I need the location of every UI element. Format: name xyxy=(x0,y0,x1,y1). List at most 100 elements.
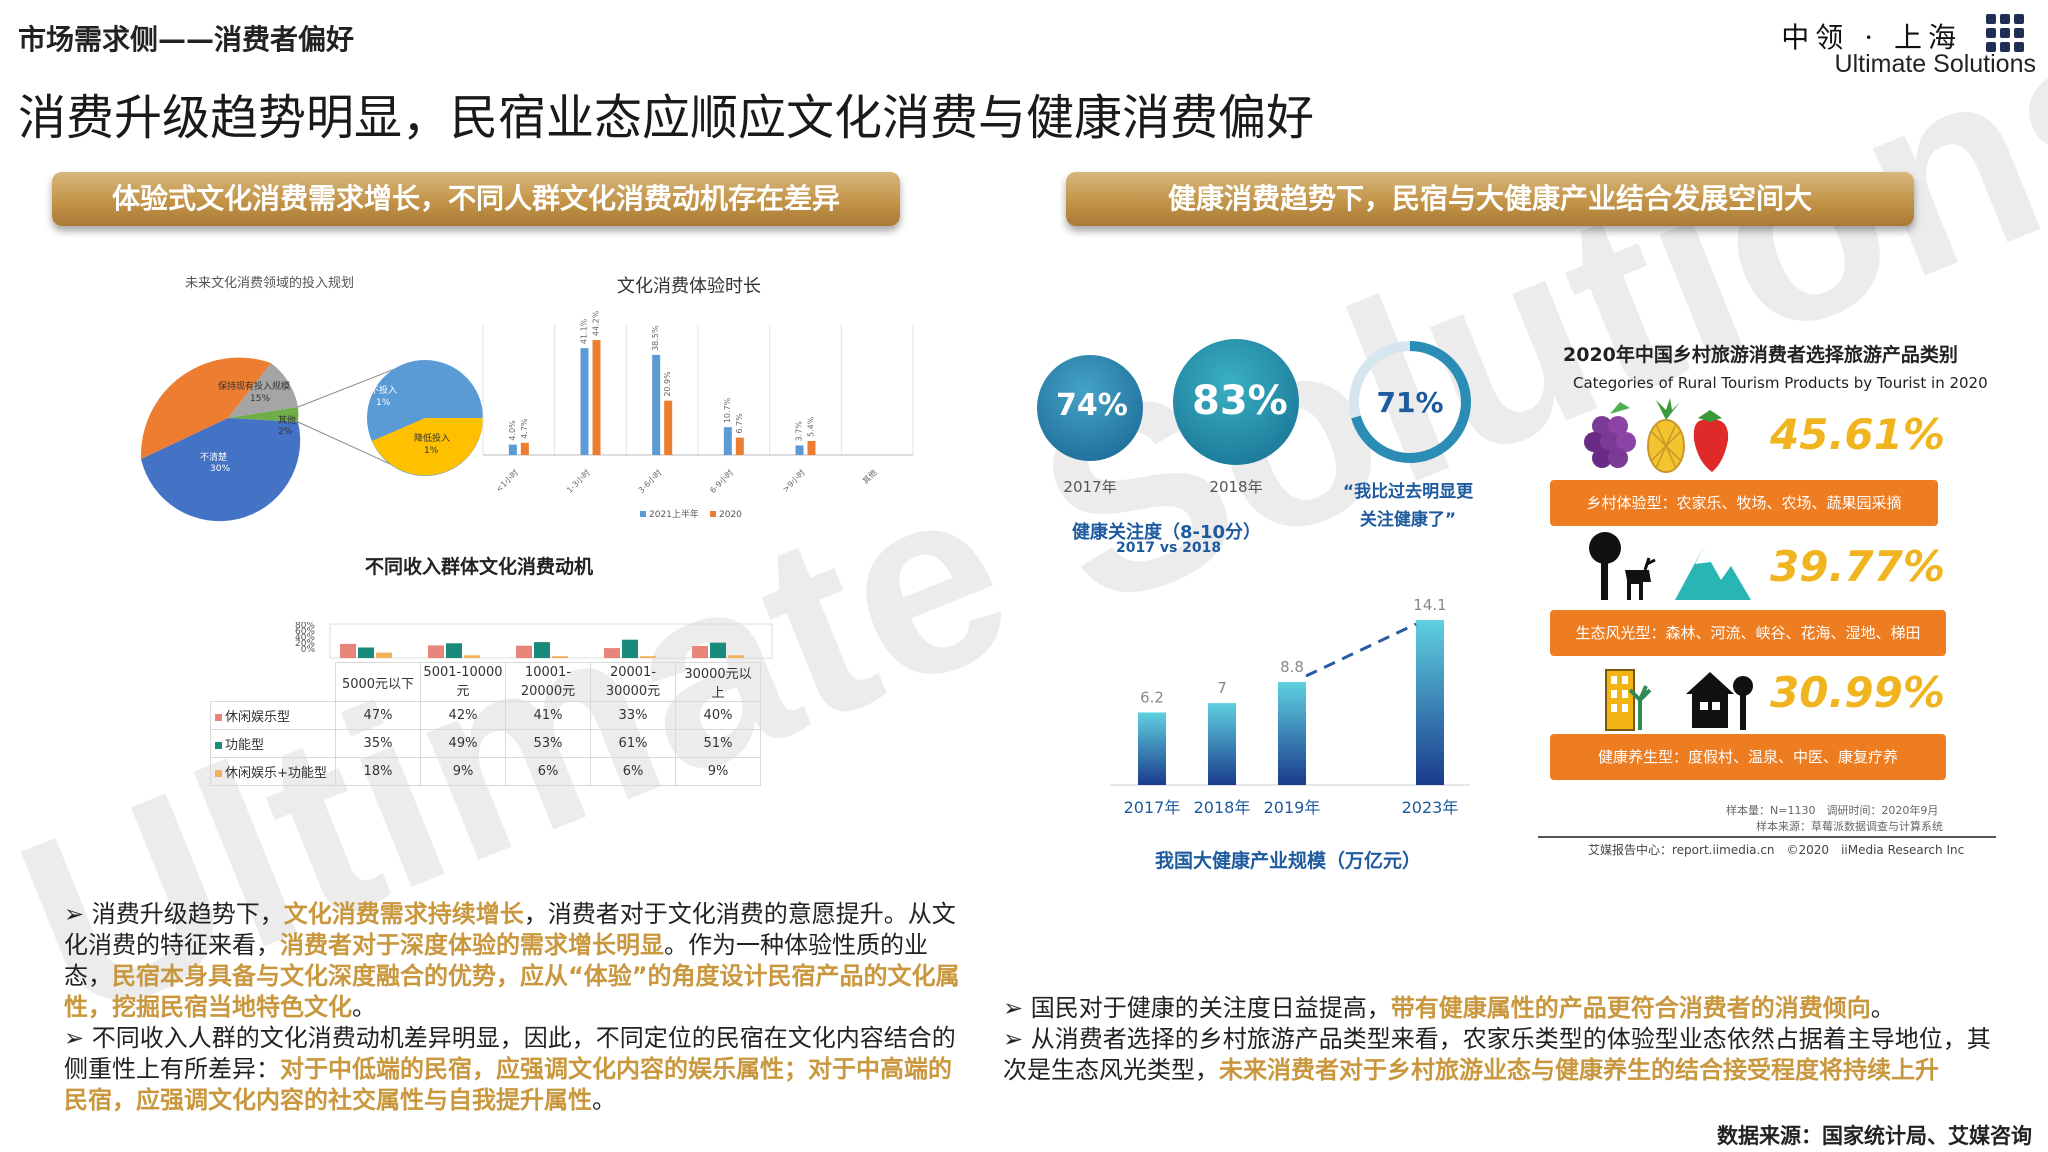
bar xyxy=(520,442,529,455)
x-tick-label: 2018年 xyxy=(1194,798,1251,817)
resort-icons xyxy=(1605,669,1753,731)
time-chart-title: 文化消费体验时长 xyxy=(617,276,761,297)
right-banner: 健康消费趋势下，民宿与大健康产业结合发展空间大 xyxy=(1066,172,1914,226)
pct-health-wellness: 30.99% xyxy=(1770,668,1945,717)
pineapple-icon xyxy=(1647,398,1685,473)
table-row: 休闲娱乐+功能型 18% 9% 6% 6% 9% xyxy=(210,757,761,786)
pie2-label-decrease: 降低投入 xyxy=(414,432,450,444)
highlight-text: 对于中低端的民宿，应强调文化内容的娱乐属性；对于中高端的民宿，应强调文化内容的社… xyxy=(64,1055,952,1114)
x-tick-label: 6-9小时 xyxy=(708,467,736,495)
pie-slice-unsure xyxy=(141,418,301,522)
bar xyxy=(604,648,620,658)
bar xyxy=(464,655,480,658)
tourism-title: 2020年中国乡村旅游消费者选择旅游产品类别 xyxy=(1563,344,1958,366)
bar-data-label: 3.7% xyxy=(795,421,804,442)
row-label: 功能型 xyxy=(225,738,265,753)
highlight-text: 未来消费者对于乡村旅游业态与健康养生的结合接受程度将持续上升 xyxy=(1219,1056,1939,1084)
cell: 49% xyxy=(420,729,506,758)
bar xyxy=(1416,620,1444,785)
health-bar-chart: 6.2 2017年 7 2018年 8.8 2019年 14.1 2023年 xyxy=(1110,596,1470,817)
pie-slice-maintain xyxy=(228,363,298,418)
pie2-label-none: 不投入 xyxy=(370,384,397,396)
bullet-arrow-icon: ➢ xyxy=(1003,994,1031,1022)
cell: 40% xyxy=(675,701,761,730)
sample-info: 样本量：N=1130 调研时间：2020年9月 xyxy=(1726,804,1939,817)
bar-data-label: 4.7% xyxy=(520,418,529,439)
cell: 61% xyxy=(590,729,676,758)
x-tick-label: 3-6小时 xyxy=(636,467,664,495)
cell: 42% xyxy=(420,701,506,730)
connector-top xyxy=(297,362,411,408)
sample-source: 样本来源：草莓派数据调查与计算系统 xyxy=(1756,820,1943,833)
col-header: 30000元以上 xyxy=(675,662,761,702)
health-chart-title: 我国大健康产业规模（万亿元） xyxy=(1155,850,1422,872)
income-table: 5000元以下 5001-10000元 10001-20000元 20001-3… xyxy=(210,662,761,786)
bar xyxy=(640,656,656,658)
pct-2018: 83% xyxy=(1192,378,1288,424)
nature-icons xyxy=(1589,532,1751,600)
bullet-text: 。 xyxy=(592,1086,616,1114)
cell: 35% xyxy=(335,729,421,758)
bar xyxy=(358,647,374,658)
logo-text-en: Ultimate Solutions xyxy=(1834,50,2036,78)
right-bullets: ➢ 国民对于健康的关注度日益提高，带有健康属性的产品更符合消费者的消费倾向。 ➢… xyxy=(1003,993,1993,1086)
right-bullet-1: ➢ 国民对于健康的关注度日益提高，带有健康属性的产品更符合消费者的消费倾向。 xyxy=(1003,993,1993,1024)
bar xyxy=(692,646,708,658)
bar xyxy=(1278,682,1306,785)
highlight-text: 带有健康属性的产品更符合消费者的消费倾向 xyxy=(1390,994,1871,1022)
data-source: 数据来源：国家统计局、艾媒咨询 xyxy=(1717,1124,2032,1148)
pie-label-unsure: 不清楚 xyxy=(200,451,227,463)
building-icon xyxy=(1605,669,1652,731)
bar-data-label: 10.7% xyxy=(723,397,732,423)
pie-value-other: 2% xyxy=(278,427,293,437)
strawberry-icon xyxy=(1693,410,1729,472)
y-tick-label: 40% xyxy=(295,633,315,643)
legend-swatch xyxy=(710,511,716,517)
cell: 6% xyxy=(590,757,676,786)
logo-icon xyxy=(1986,14,2024,52)
year-2017: 2017年 xyxy=(1063,478,1117,496)
pct-eco-scenery: 39.77% xyxy=(1770,542,1945,591)
left-bullet-1: ➢ 消费升级趋势下，文化消费需求持续增长，消费者对于文化消费的意愿提升。从文化消… xyxy=(64,899,964,1023)
bar xyxy=(723,427,732,455)
col-header: 10001-20000元 xyxy=(505,662,591,702)
page-title: 消费升级趋势明显，民宿业态应顺应文化消费与健康消费偏好 xyxy=(18,90,1315,146)
pie-label-increase: 增加投入 xyxy=(125,376,161,388)
bullet-arrow-icon: ➢ xyxy=(1003,1025,1031,1053)
x-tick-label: 2023年 xyxy=(1402,798,1459,817)
cell: 9% xyxy=(675,757,761,786)
bar xyxy=(622,639,638,658)
health-quote: “我比过去明显更关注健康了” xyxy=(1342,482,1474,530)
bar xyxy=(592,340,601,455)
bar-data-label: 20.9% xyxy=(663,371,672,397)
pie-chart: 增加投入 50% 保持现有投入规模 15% 其他 2% 不清楚 30% 不投入 … xyxy=(125,357,483,522)
label-rural-experience: 乡村体验型：农家乐、牧场、农场、蔬果园采摘 xyxy=(1550,480,1938,526)
cell: 41% xyxy=(505,701,591,730)
bar xyxy=(376,652,392,658)
tourism-divider xyxy=(1538,836,1996,838)
x-tick-label: 2017年 xyxy=(1124,798,1181,817)
bar-data-label: 6.7% xyxy=(735,413,744,434)
y-tick-label: 20% xyxy=(295,639,315,649)
tree-deer-icon xyxy=(1589,532,1656,600)
pct-2017: 74% xyxy=(1056,388,1128,423)
x-tick-label: <1小时 xyxy=(494,467,521,494)
grape-icon xyxy=(1584,402,1636,468)
pie-value-increase: 50% xyxy=(134,389,154,399)
fruit-icons xyxy=(1584,398,1729,473)
left-bullets: ➢ 消费升级趋势下，文化消费需求持续增长，消费者对于文化消费的意愿提升。从文化消… xyxy=(64,899,964,1116)
circle-2017 xyxy=(1037,355,1143,461)
bar xyxy=(710,642,726,658)
bar xyxy=(1138,712,1166,785)
left-banner: 体验式文化消费需求增长，不同人群文化消费动机存在差异 xyxy=(52,172,900,226)
bullet-text: 从消费者选择的乡村旅游产品类型来看，农家乐类型的体验型业态依然占据着主导地位，其… xyxy=(1003,1025,1991,1084)
income-mini-chart: 80%60%40%20%0% xyxy=(295,622,773,659)
bullet-arrow-icon: ➢ xyxy=(64,900,92,928)
house-icon xyxy=(1686,672,1753,730)
bullet-text: 消费升级趋势下， xyxy=(91,900,284,928)
x-tick-label: 其他 xyxy=(860,467,878,485)
mountain-icon xyxy=(1675,548,1751,600)
right-bullet-2: ➢ 从消费者选择的乡村旅游产品类型来看，农家乐类型的体验型业态依然占据着主导地位… xyxy=(1003,1024,1993,1086)
cell: 9% xyxy=(420,757,506,786)
pie2-slice-decrease xyxy=(372,418,483,476)
